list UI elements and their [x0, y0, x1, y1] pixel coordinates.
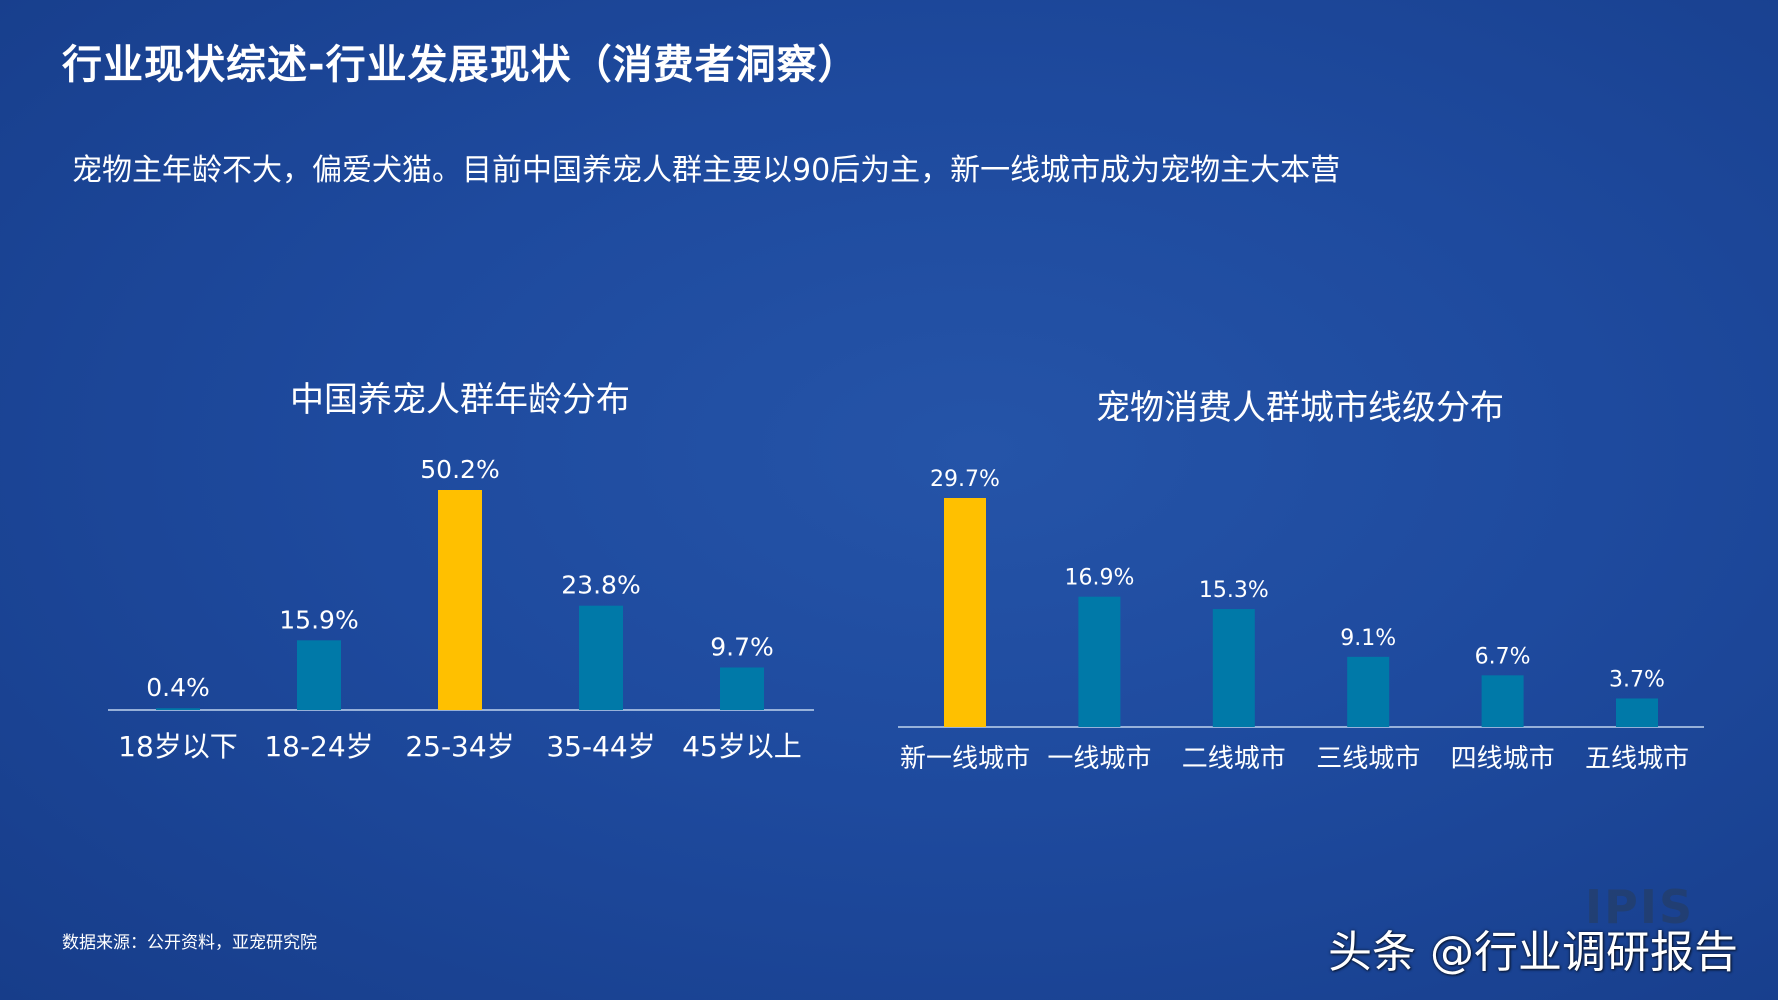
age-bar-4: [720, 667, 764, 710]
city-bar-3: [1347, 656, 1390, 727]
age-data-label-3: 23.8%: [561, 571, 640, 600]
city-data-label-5: 3.7%: [1609, 667, 1665, 692]
city-bar-5: [1616, 698, 1658, 727]
city-bar-0: [944, 498, 986, 727]
city-tier-distribution-chart: 29.7% 新一线城市 16.9% 一线城市 15.3% 二线城市 9.1% 三线城市 6.7%…: [898, 467, 1704, 774]
city-category-label-5: 五线城市: [1585, 744, 1689, 774]
city-data-label-1: 16.9%: [1064, 566, 1134, 591]
age-bar-3: [579, 605, 623, 710]
city-bar-2: [1212, 609, 1255, 727]
age-category-label-2: 25-34岁: [405, 730, 514, 763]
chart-city-title: 宠物消费人群城市线级分布: [1096, 388, 1504, 428]
age-data-label-0: 0.4%: [146, 673, 210, 702]
age-category-label-0: 18岁以下: [118, 730, 238, 763]
city-category-label-2: 二线城市: [1182, 744, 1286, 774]
age-data-label-4: 9.7%: [710, 632, 774, 661]
watermark: 头条 @行业调研报告: [1328, 927, 1738, 978]
city-data-label-0: 29.7%: [930, 467, 1000, 492]
city-data-label-2: 15.3%: [1199, 578, 1269, 603]
data-source-note: 数据来源：公开资料，亚宠研究院: [62, 933, 317, 953]
age-data-label-1: 15.9%: [279, 605, 358, 634]
age-distribution-chart: 0.4% 18岁以下 15.9% 18-24岁 50.2% 25-34岁 23.8% 35-4…: [108, 455, 814, 763]
city-bar-4: [1481, 675, 1524, 727]
page-title: 行业现状综述-行业发展现状（消费者洞察）: [62, 42, 859, 88]
city-category-label-3: 三线城市: [1316, 744, 1420, 774]
age-data-label-2: 50.2%: [420, 455, 499, 484]
age-bar-0: [156, 708, 200, 710]
city-category-label-4: 四线城市: [1451, 744, 1555, 774]
age-category-label-3: 35-44岁: [546, 730, 655, 763]
page-subtitle: 宠物主年龄不大，偏爱犬猫。目前中国养宠人群主要以90后为主，新一线城市成为宠物主…: [72, 153, 1341, 188]
age-bar-1: [297, 640, 341, 710]
age-bar-2: [438, 490, 482, 710]
city-data-label-4: 6.7%: [1475, 644, 1531, 669]
city-category-label-0: 新一线城市: [900, 744, 1030, 774]
city-category-label-1: 一线城市: [1047, 744, 1151, 774]
ipis-logo: IPIS: [1585, 880, 1695, 934]
city-data-label-3: 9.1%: [1340, 626, 1396, 651]
age-category-label-1: 18-24岁: [264, 730, 373, 763]
chart-age-title: 中国养宠人群年龄分布: [290, 380, 630, 420]
age-category-label-4: 45岁以上: [682, 730, 802, 763]
city-bar-1: [1078, 596, 1121, 727]
